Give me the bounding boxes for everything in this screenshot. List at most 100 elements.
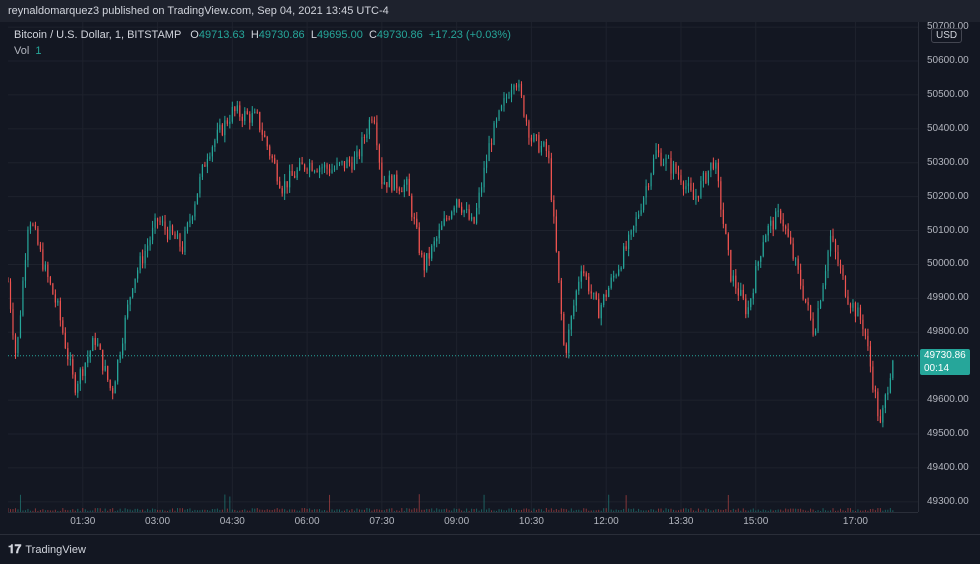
volume-bar [383, 510, 385, 512]
candle-body [348, 159, 351, 163]
volume-bar [418, 494, 420, 512]
candle-body [428, 253, 430, 259]
candle-body [707, 170, 709, 183]
candle-body [590, 291, 592, 294]
price-tick-label: 49500.00 [927, 428, 969, 439]
volume-bar [680, 509, 682, 512]
candle-body [528, 121, 530, 138]
candle-body [451, 211, 453, 219]
candle-body [742, 289, 744, 299]
candlestick-chart[interactable] [7, 22, 918, 512]
volume-bar [603, 508, 605, 512]
tradingview-brand[interactable]: 𝟏𝟕 TradingView [8, 542, 86, 557]
volume-bar [595, 510, 597, 512]
volume-bar [665, 508, 667, 512]
volume-bar [219, 509, 221, 512]
volume-bar [12, 509, 14, 512]
candle-body [697, 195, 700, 198]
volume-bar [535, 509, 537, 512]
candle-body [844, 276, 847, 297]
volume-bar [428, 509, 430, 512]
candle-body [264, 134, 266, 138]
volume-bar [92, 510, 94, 512]
time-axis[interactable] [8, 512, 918, 535]
volume-bar [139, 509, 141, 512]
candle-body [44, 264, 46, 270]
candle-body [613, 275, 615, 278]
volume-bar [254, 508, 256, 512]
volume-bar [463, 510, 465, 512]
candle-body [122, 343, 124, 356]
chart-area[interactable] [7, 22, 918, 512]
candle-body [785, 226, 787, 229]
volume-bar [750, 509, 752, 512]
candle-body [196, 193, 199, 205]
volume-bar [573, 510, 575, 512]
candle-body [231, 106, 233, 122]
volume-bar [321, 510, 323, 512]
candle-body [62, 320, 64, 333]
candle-body [141, 256, 144, 264]
candle-body [176, 234, 179, 239]
volume-bar [525, 508, 527, 512]
symbol-title[interactable]: Bitcoin / U.S. Dollar, 1, BITSTAMP [14, 29, 182, 41]
candle-body [266, 137, 268, 147]
volume-bar [152, 508, 154, 512]
currency-button[interactable]: USD [931, 28, 963, 43]
volume-bar [570, 508, 572, 512]
candle-body [211, 147, 213, 157]
candle-body [114, 381, 116, 394]
candle-body [443, 218, 445, 226]
volume-bar [343, 510, 345, 512]
candle-body [647, 186, 650, 188]
candle-body [14, 335, 17, 354]
candle-body [398, 188, 400, 191]
candle-body [426, 253, 428, 271]
time-tick-label: 01:30 [70, 516, 96, 527]
volume-bar [715, 509, 717, 512]
candle-body [92, 338, 94, 351]
candle-body [583, 271, 585, 274]
candle-body [832, 235, 834, 241]
open-label: O [190, 29, 199, 41]
candle-body [219, 124, 221, 130]
volume-bar [211, 509, 213, 512]
candle-body [371, 119, 373, 121]
brand-label: TradingView [25, 543, 86, 556]
candle-body [353, 156, 356, 170]
volume-bar [538, 508, 540, 512]
candle-body [166, 229, 169, 239]
candle-body [620, 267, 622, 270]
candle-body [441, 225, 443, 230]
price-axis[interactable] [918, 22, 980, 512]
volume-bar [119, 508, 121, 512]
candle-body [186, 222, 189, 232]
candle-body [879, 416, 881, 423]
candle-body [775, 211, 777, 230]
candle-body [652, 158, 655, 174]
candle-body [358, 151, 361, 157]
volume-bar [99, 508, 101, 512]
candle-body [27, 229, 29, 261]
price-tick-label: 49300.00 [927, 495, 969, 507]
candle-body [767, 225, 769, 236]
candle-body [565, 344, 567, 353]
candle-body [246, 111, 248, 115]
volume-label[interactable]: Vol [14, 45, 30, 57]
candle-body [640, 210, 642, 215]
volume-bar [757, 509, 759, 512]
candle-body [256, 111, 258, 113]
candle-body [650, 173, 652, 187]
candle-body [610, 277, 612, 288]
candle-body [695, 195, 697, 200]
candle-body [239, 105, 241, 117]
volume-bar [453, 508, 455, 512]
volume-bar [132, 510, 134, 512]
volume-bar [107, 510, 109, 512]
bar-countdown: 00:14 [924, 363, 950, 374]
candle-body [655, 150, 657, 159]
volume-bar [473, 509, 475, 512]
volume-bar [276, 508, 278, 512]
volume-bar [386, 509, 388, 512]
candle-body [181, 246, 184, 253]
